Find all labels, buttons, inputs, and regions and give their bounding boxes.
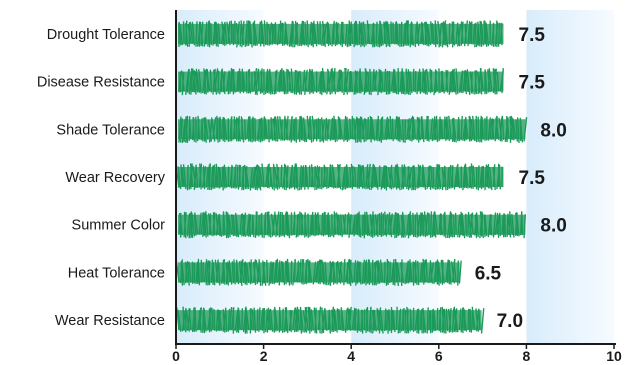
value-label: 8.0 [540,120,566,141]
bar [178,20,504,48]
bar [176,306,485,334]
bar [175,258,462,287]
value-label: 7.5 [519,168,546,189]
value-label: 6.5 [475,263,502,284]
value-labels: 7.5 7.5 8.0 7.5 8.0 6.5 7.0 [475,25,567,332]
category-label: Summer Color [72,218,166,234]
value-label: 7.5 [519,73,546,94]
value-label: 8.0 [540,216,566,237]
axes [175,10,616,345]
x-ticks: 0 2 4 6 8 10 [172,344,622,364]
x-tick-label: 6 [435,348,443,364]
x-tick-label: 0 [172,348,180,364]
x-tick-label: 4 [347,348,355,364]
category-labels: Drought Tolerance Disease Resistance Shade… [37,27,166,329]
category-label: Disease Resistance [37,75,165,91]
x-tick-label: 8 [523,348,531,364]
value-label: 7.5 [519,25,546,46]
bar [178,211,526,239]
category-label: Wear Recovery [65,170,165,186]
bars-group [175,20,528,334]
category-label: Shade Tolerance [56,122,165,138]
bar [175,163,504,191]
category-label: Heat Tolerance [68,265,165,281]
value-label: 7.0 [497,311,523,332]
grid-band [526,10,614,344]
category-label: Drought Tolerance [47,27,165,43]
bar [178,67,504,96]
x-tick-label: 2 [260,348,268,364]
category-label: Wear Resistance [55,313,165,329]
x-tick-label: 10 [606,348,622,364]
bar [178,115,528,143]
